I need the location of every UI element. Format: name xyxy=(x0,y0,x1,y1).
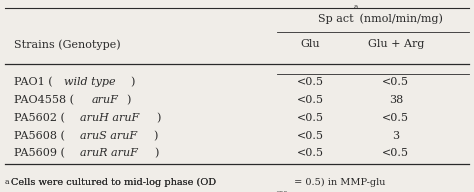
Text: aruH aruF: aruH aruF xyxy=(80,113,139,123)
Text: ): ) xyxy=(155,148,159,159)
Text: ): ) xyxy=(131,77,135,88)
Text: aruR aruF: aruR aruF xyxy=(80,148,138,158)
Text: Cells were cultured to mid-log phase (OD: Cells were cultured to mid-log phase (OD xyxy=(11,178,216,187)
Text: <0.5: <0.5 xyxy=(297,131,324,141)
Text: Sp act: Sp act xyxy=(318,14,353,24)
Text: 600: 600 xyxy=(275,190,288,192)
Text: Cells were cultured to mid-log phase (OD: Cells were cultured to mid-log phase (OD xyxy=(11,178,216,187)
Text: <0.5: <0.5 xyxy=(297,95,324,105)
Text: (nmol/min/mg): (nmol/min/mg) xyxy=(356,14,442,24)
Text: aruF: aruF xyxy=(91,95,118,105)
Text: Glu: Glu xyxy=(301,39,320,49)
Text: <0.5: <0.5 xyxy=(383,77,409,87)
Text: ): ) xyxy=(154,131,158,141)
Text: PA5608 (: PA5608 ( xyxy=(14,131,65,141)
Text: ): ) xyxy=(126,95,131,105)
Text: <0.5: <0.5 xyxy=(297,77,324,87)
Text: PA5602 (: PA5602 ( xyxy=(14,113,65,123)
Text: ): ) xyxy=(156,113,161,123)
Text: PAO1 (: PAO1 ( xyxy=(14,77,53,88)
Text: a: a xyxy=(353,3,357,11)
Text: aruS aruF: aruS aruF xyxy=(80,131,137,141)
Text: <0.5: <0.5 xyxy=(383,113,409,123)
Text: PA5609 (: PA5609 ( xyxy=(14,148,65,159)
Text: = 0.5) in MMP-glu: = 0.5) in MMP-glu xyxy=(291,178,386,187)
Text: <0.5: <0.5 xyxy=(297,113,324,123)
Text: wild type: wild type xyxy=(64,77,116,87)
Text: 3: 3 xyxy=(392,131,400,141)
Text: Glu + Arg: Glu + Arg xyxy=(368,39,424,49)
Text: Strains (Genotype): Strains (Genotype) xyxy=(14,39,121,50)
Text: PAO4558 (: PAO4558 ( xyxy=(14,95,74,105)
Text: <0.5: <0.5 xyxy=(383,148,409,158)
Text: a: a xyxy=(5,178,9,186)
Text: <0.5: <0.5 xyxy=(297,148,324,158)
Text: 38: 38 xyxy=(389,95,403,105)
